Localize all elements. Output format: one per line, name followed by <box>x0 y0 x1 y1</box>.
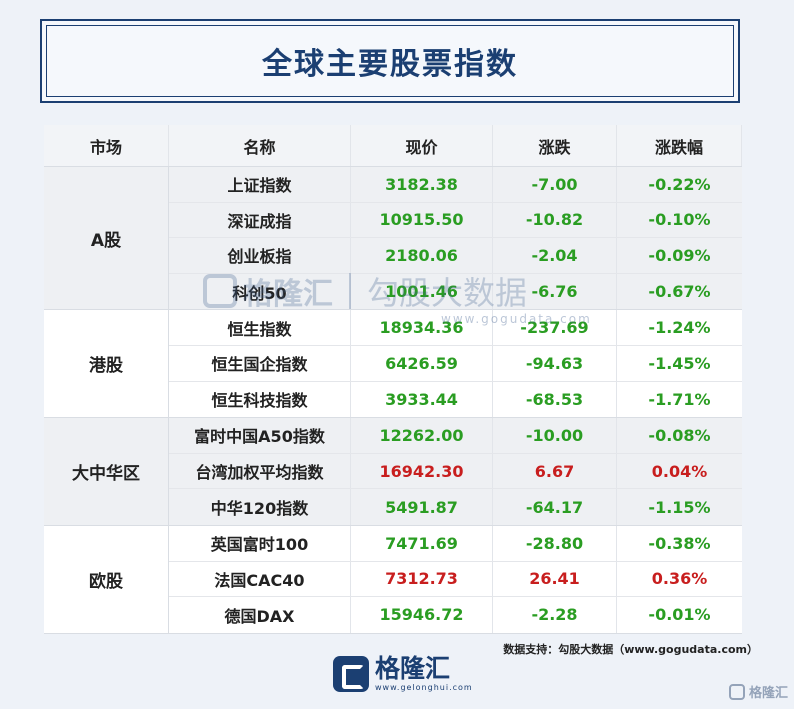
index-pct: -0.22% <box>648 174 711 194</box>
title-banner: 全球主要股票指数 <box>40 19 740 103</box>
table-row: 富时中国A50指数 12262.00 -10.00 -0.08% <box>169 418 742 454</box>
index-name: 中华120指数 <box>169 489 351 525</box>
index-name: 恒生科技指数 <box>169 381 351 418</box>
index-pct: -1.24% <box>648 318 711 338</box>
index-name: 科创50 <box>169 273 351 310</box>
index-change: -10.82 <box>493 202 617 238</box>
data-source-note: 数据支持：勾股大数据（www.gogudata.com） <box>503 643 758 656</box>
index-price: 3182.38 <box>351 167 493 202</box>
title-banner-inner: 全球主要股票指数 <box>46 25 734 97</box>
market-label: A股 <box>44 167 169 310</box>
table-row: 深证成指 10915.50 -10.82 -0.10% <box>169 202 742 239</box>
index-change: -94.63 <box>493 345 617 381</box>
index-name: 恒生国企指数 <box>169 345 351 381</box>
index-price: 15946.72 <box>351 597 493 633</box>
header-market: 市场 <box>44 125 169 166</box>
index-pct: -0.67% <box>648 282 711 302</box>
index-pct: -0.08% <box>648 425 711 445</box>
index-change: -64.17 <box>493 489 617 525</box>
index-name: 英国富时100 <box>169 525 351 561</box>
index-price: 18934.36 <box>351 310 493 345</box>
index-pct: -1.71% <box>648 389 711 409</box>
index-name: 法国CAC40 <box>169 561 351 597</box>
index-price: 3933.44 <box>351 381 493 418</box>
index-pct: -1.45% <box>648 353 711 373</box>
index-price: 7312.73 <box>351 561 493 597</box>
index-change: 26.41 <box>493 561 617 597</box>
page-title: 全球主要股票指数 <box>262 47 518 82</box>
index-price: 5491.87 <box>351 489 493 525</box>
corner-watermark: 格隆汇 <box>728 682 788 701</box>
corner-logo-icon <box>728 683 745 700</box>
index-pct: 0.04% <box>651 461 708 481</box>
group-europe: 欧股 英国富时100 7471.69 -28.80 -0.38% 法国CAC40… <box>44 525 742 634</box>
table-row: 恒生国企指数 6426.59 -94.63 -1.45% <box>169 345 742 382</box>
table-row: 英国富时100 7471.69 -28.80 -0.38% <box>169 525 742 562</box>
index-change: -237.69 <box>493 310 617 345</box>
index-price: 7471.69 <box>351 525 493 561</box>
table-header: 市场 名称 现价 涨跌 涨跌幅 <box>44 125 742 167</box>
index-pct: 0.36% <box>651 569 708 589</box>
brand-logo-icon <box>333 655 369 692</box>
index-table: 市场 名称 现价 涨跌 涨跌幅 A股 上证指数 3182.38 -7.00 -0… <box>44 125 742 634</box>
index-change: -2.04 <box>493 238 617 273</box>
market-label: 港股 <box>44 310 169 418</box>
index-change: -68.53 <box>493 381 617 418</box>
index-name: 恒生指数 <box>169 310 351 345</box>
header-name: 名称 <box>169 125 351 166</box>
index-change: 6.67 <box>493 453 617 489</box>
index-name: 富时中国A50指数 <box>169 418 351 453</box>
header-price: 现价 <box>351 125 493 166</box>
brand-url: www.gelonghui.com <box>375 683 473 692</box>
index-pct: -0.10% <box>648 210 711 230</box>
brand-logo: 格隆汇 www.gelonghui.com <box>333 655 473 692</box>
table-row: 台湾加权平均指数 16942.30 6.67 0.04% <box>169 453 742 490</box>
index-pct: -0.01% <box>648 605 711 625</box>
table-row: 科创50 1001.46 -6.76 -0.67% <box>169 273 742 310</box>
group-greater-china: 大中华区 富时中国A50指数 12262.00 -10.00 -0.08% 台湾… <box>44 418 742 526</box>
header-change: 涨跌 <box>493 125 617 166</box>
market-label: 欧股 <box>44 525 169 633</box>
index-change: -10.00 <box>493 418 617 453</box>
index-price: 2180.06 <box>351 238 493 273</box>
market-label: 大中华区 <box>44 418 169 525</box>
group-a-shares: A股 上证指数 3182.38 -7.00 -0.22% 深证成指 10915.… <box>44 167 742 311</box>
index-pct: -0.38% <box>648 533 711 553</box>
index-price: 1001.46 <box>351 273 493 310</box>
watermark-url: www.gogudata.com <box>441 312 592 326</box>
table-row: 上证指数 3182.38 -7.00 -0.22% <box>169 167 742 203</box>
index-price: 16942.30 <box>351 453 493 489</box>
index-name: 创业板指 <box>169 238 351 273</box>
corner-watermark-text: 格隆汇 <box>748 686 788 701</box>
index-name: 深证成指 <box>169 202 351 238</box>
index-price: 10915.50 <box>351 202 493 238</box>
brand-name: 格隆汇 <box>375 654 451 683</box>
index-name: 上证指数 <box>169 167 351 202</box>
table-row: 中华120指数 5491.87 -64.17 -1.15% <box>169 489 742 525</box>
header-pct: 涨跌幅 <box>617 125 742 166</box>
table-row: 恒生指数 18934.36 -237.69 -1.24% <box>169 310 742 346</box>
index-change: -2.28 <box>493 597 617 633</box>
index-price: 12262.00 <box>351 418 493 453</box>
table-row: 德国DAX 15946.72 -2.28 -0.01% <box>169 597 742 633</box>
index-name: 德国DAX <box>169 597 351 633</box>
index-pct: -0.09% <box>648 245 711 265</box>
table-row: 恒生科技指数 3933.44 -68.53 -1.71% <box>169 381 742 418</box>
index-change: -6.76 <box>493 273 617 310</box>
group-hk-shares: 港股 恒生指数 18934.36 -237.69 -1.24% 恒生国企指数 6… <box>44 310 742 419</box>
table-row: 创业板指 2180.06 -2.04 -0.09% <box>169 238 742 274</box>
index-price: 6426.59 <box>351 345 493 381</box>
index-name: 台湾加权平均指数 <box>169 453 351 489</box>
index-pct: -1.15% <box>648 497 711 517</box>
index-change: -28.80 <box>493 525 617 561</box>
index-change: -7.00 <box>493 167 617 202</box>
table-row: 法国CAC40 7312.73 26.41 0.36% <box>169 561 742 598</box>
